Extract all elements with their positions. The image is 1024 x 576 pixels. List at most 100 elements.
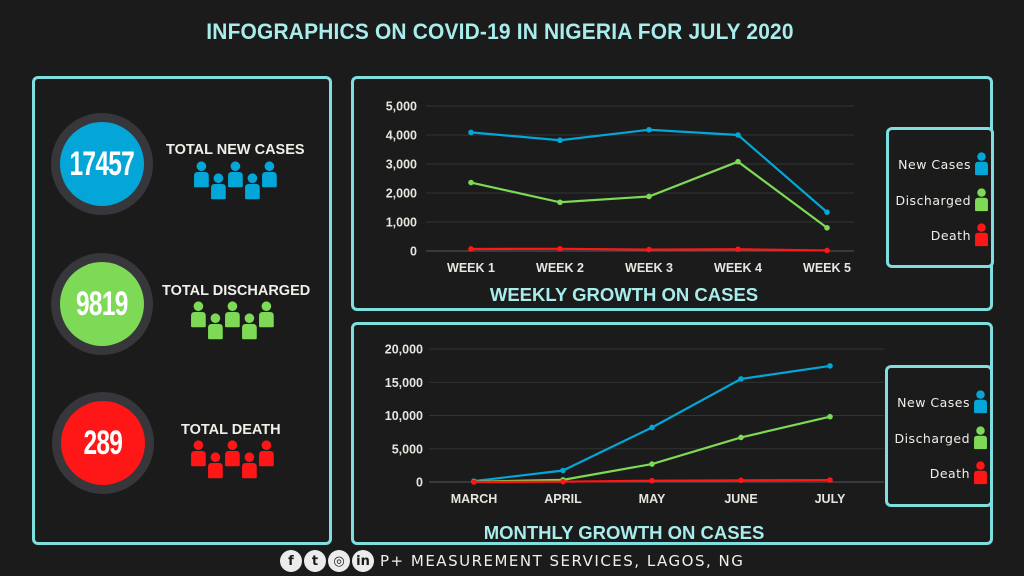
monthly-chart-panel: 0 5,000 10,000 15,000 20,000 MARCH APRIL MAY JUN… [351,322,993,545]
stat-value: 9819 [76,284,128,323]
stat-discharged: 9819 TOTAL DISCHARGED [35,253,335,373]
y-tick-label: 2,000 [386,187,417,201]
stat-label: TOTAL DEATH [181,422,281,438]
weekly-chart-panel: 0 1,000 2,000 3,000 4,000 5,000 WEEK 1 WEEK 2 WE… [351,76,994,311]
person-icon [975,223,988,247]
page-title: INFOGRAPHICS ON COVID-19 IN NIGERIA FOR … [206,19,794,44]
person-icon [975,223,988,247]
data-point-new-cases [827,363,833,369]
legend-label: Discharged [894,430,970,446]
footer: f t ◎ in P+ MEASUREMENT SERVICES, LAGOS,… [280,548,744,574]
stat-label: TOTAL DISCHARGED [162,283,311,299]
x-tick-label: WEEK 1 [447,261,495,275]
monthly-chart-title: MONTHLY GROWTH ON CASES [483,522,765,543]
data-point-death [824,247,830,254]
y-tick-label: 0 [416,476,423,490]
data-point-new-cases [738,376,744,382]
x-tick-label: WEEK 2 [536,261,584,275]
legend-item-discharged: Discharged [894,426,988,450]
people-group-icon [190,301,280,351]
data-point-death [649,477,655,484]
stat-value: 17457 [69,144,135,183]
y-tick-label: 5,000 [386,100,417,114]
weekly-chart-title: WEEKLY GROWTH ON CASES [489,284,759,305]
person-icon [975,188,988,212]
y-tick-label: 3,000 [386,158,417,172]
x-tick-label: WEEK 5 [803,261,851,275]
legend-label: New Cases [897,394,970,410]
person-icon [245,173,260,200]
legend-item-death: Death [931,223,989,247]
facebook-icon[interactable]: f [280,550,302,572]
legend-label: Death [929,465,970,481]
data-point-new-cases [646,126,652,133]
person-icon [228,161,243,188]
data-point-discharged [557,199,563,206]
data-point-new-cases [468,129,474,136]
person-icon [975,152,988,176]
monthly-legend: New Cases Discharged Death [885,365,993,507]
person-icon [974,426,987,450]
stat-ring: 289 [52,392,154,494]
person-icon [191,301,206,328]
person-icon [259,301,274,328]
legend-label: Discharged [895,192,971,208]
data-point-new-cases [735,132,741,138]
data-point-death [646,246,652,253]
stat-label: TOTAL NEW CASES [166,142,305,158]
legend-item-death: Death [930,461,988,485]
person-icon [242,452,257,479]
person-icon [194,161,209,188]
stat-ring: 17457 [51,113,153,215]
data-point-death [738,477,744,484]
person-icon [974,461,987,485]
twitter-icon[interactable]: t [304,550,326,572]
data-point-new-cases [649,424,655,431]
data-point-new-cases [557,137,563,144]
data-point-discharged [827,413,833,420]
weekly-legend: New Cases Discharged Death [886,127,994,268]
legend-item-new-cases: New Cases [898,152,989,176]
data-point-discharged [649,461,655,467]
y-tick-label: 20,000 [385,343,423,357]
person-icon [975,152,988,176]
data-point-death [735,246,741,253]
person-icon [242,313,257,340]
data-point-discharged [646,193,652,200]
x-tick-label: MARCH [451,492,498,506]
series-line-new-cases [470,128,828,213]
data-point-death [557,246,563,252]
stat-disc: 9819 [60,262,144,346]
stat-new-cases: 17457 TOTAL NEW CASES [35,113,335,233]
y-tick-label: 5,000 [392,442,423,456]
x-tick-label: MAY [639,492,666,506]
data-point-death [827,477,833,483]
data-point-discharged [735,158,741,165]
x-tick-label: WEEK 4 [714,261,762,275]
weekly-line-chart: 0 1,000 2,000 3,000 4,000 5,000 WEEK 1 WEEK 2 WE… [386,100,854,275]
data-point-discharged [468,179,474,186]
stat-disc: 17457 [60,122,144,206]
stat-disc: 289 [61,401,145,485]
x-tick-label: JULY [815,492,846,506]
legend-item-discharged: Discharged [895,188,989,212]
instagram-icon[interactable]: ◎ [328,550,350,572]
people-group-icon [193,161,283,211]
data-point-new-cases [824,209,830,215]
person-icon [191,440,206,467]
person-icon [225,440,240,467]
footer-credit: P+ MEASUREMENT SERVICES, LAGOS, NG [380,552,745,570]
linkedin-icon[interactable]: in [352,550,374,572]
data-point-discharged [824,225,830,231]
y-tick-label: 1,000 [386,216,417,230]
stat-ring: 9819 [51,253,153,355]
x-tick-label: APRIL [544,492,582,506]
legend-item-new-cases: New Cases [897,390,988,414]
y-tick-label: 10,000 [385,409,423,423]
legend-label: New Cases [898,156,971,172]
person-icon [262,161,277,188]
person-icon [974,390,987,414]
person-icon [975,188,988,212]
person-icon [974,461,987,485]
people-group-icon [190,440,280,490]
